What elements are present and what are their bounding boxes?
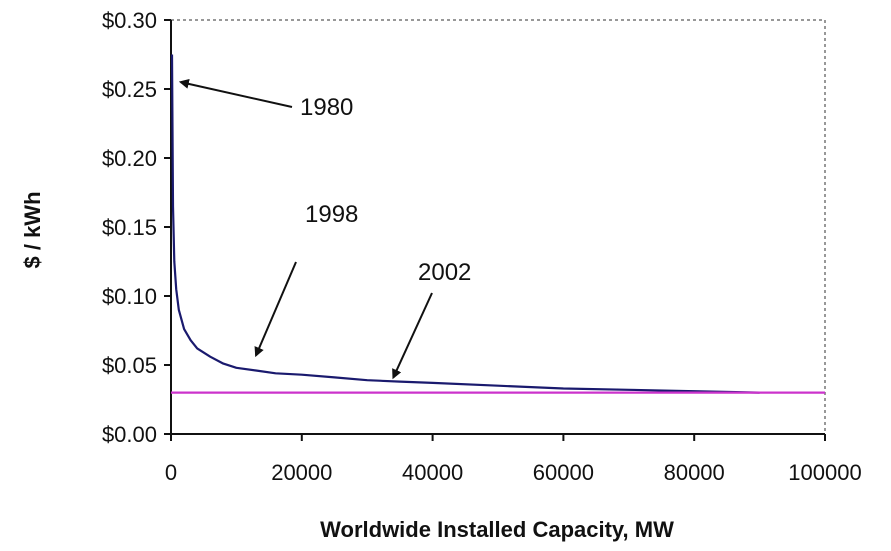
x-tick-label: 0 bbox=[165, 460, 177, 485]
x-tick-label: 100000 bbox=[788, 460, 861, 485]
y-axis-title: $ / kWh bbox=[20, 191, 45, 268]
x-tick-label: 40000 bbox=[402, 460, 463, 485]
x-tick-label: 60000 bbox=[533, 460, 594, 485]
y-tick-label: $0.10 bbox=[102, 284, 157, 309]
annotation-arrow bbox=[392, 292, 433, 380]
annotation-label: 2002 bbox=[418, 259, 471, 286]
annotation-arrow bbox=[254, 261, 297, 358]
y-tick-label: $0.20 bbox=[102, 146, 157, 171]
y-tick-label: $0.25 bbox=[102, 77, 157, 102]
annotation-label: 1998 bbox=[305, 201, 358, 228]
series-layer bbox=[170, 54, 825, 394]
annotations: 1980 1998 2002 bbox=[178, 78, 471, 380]
x-axis-title: Worldwide Installed Capacity, MW bbox=[320, 517, 674, 542]
y-tick-label: $0.30 bbox=[102, 8, 157, 33]
annotation-label: 1980 bbox=[300, 94, 353, 121]
y-tick-label: $0.00 bbox=[102, 422, 157, 447]
annotation-arrow bbox=[178, 78, 293, 108]
y-tick-label: $0.15 bbox=[102, 215, 157, 240]
y-tick-label: $0.05 bbox=[102, 353, 157, 378]
x-tick-label: 20000 bbox=[271, 460, 332, 485]
cost-curve-line bbox=[170, 54, 760, 394]
x-axis-ticks: 0 20000 40000 60000 80000 100000 bbox=[165, 434, 862, 485]
y-axis-ticks: $0.00 $0.05 $0.10 $0.15 $0.20 $0.25 $0.30 bbox=[102, 8, 171, 447]
x-tick-label: 80000 bbox=[664, 460, 725, 485]
